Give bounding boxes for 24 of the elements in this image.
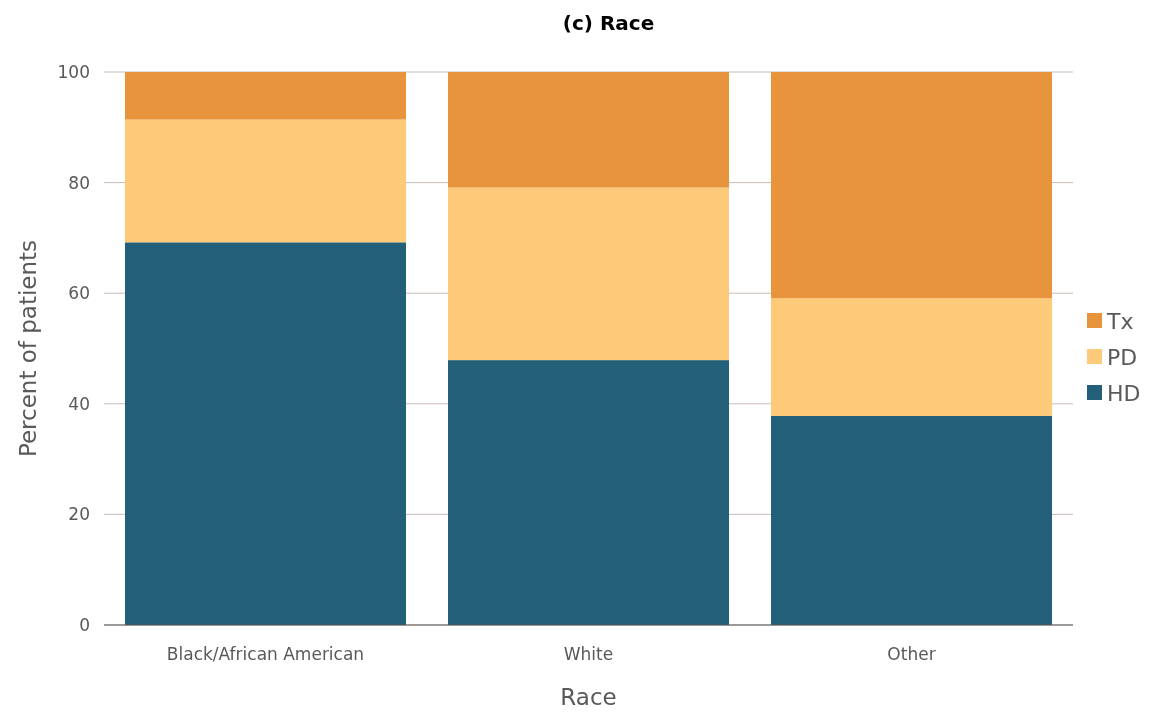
legend-label: Tx [1106, 308, 1134, 334]
y-tick-label: 20 [68, 504, 90, 525]
chart-title: (c) Race [562, 11, 655, 35]
bar [448, 72, 730, 188]
y-axis-title: Percent of patients [15, 239, 41, 458]
x-tick-label: Other [887, 644, 936, 664]
bar [448, 360, 730, 625]
y-tick-label: 100 [57, 61, 90, 82]
y-tick-label: 40 [68, 393, 90, 414]
x-axis-title: Race [560, 684, 617, 710]
y-tick-label: 80 [68, 172, 90, 193]
x-tick-label: White [563, 644, 614, 664]
bar [771, 415, 1053, 625]
y-tick-label: 60 [68, 283, 90, 304]
bar [125, 242, 407, 625]
legend-label: HD [1107, 380, 1141, 406]
x-tick-label: Black/African American [166, 644, 365, 664]
y-tick-label: 0 [79, 614, 90, 635]
bar [448, 187, 730, 361]
bar [125, 119, 407, 243]
bar [771, 72, 1053, 299]
bar [771, 298, 1053, 416]
bar [125, 72, 407, 120]
legend-label: PD [1107, 344, 1138, 370]
